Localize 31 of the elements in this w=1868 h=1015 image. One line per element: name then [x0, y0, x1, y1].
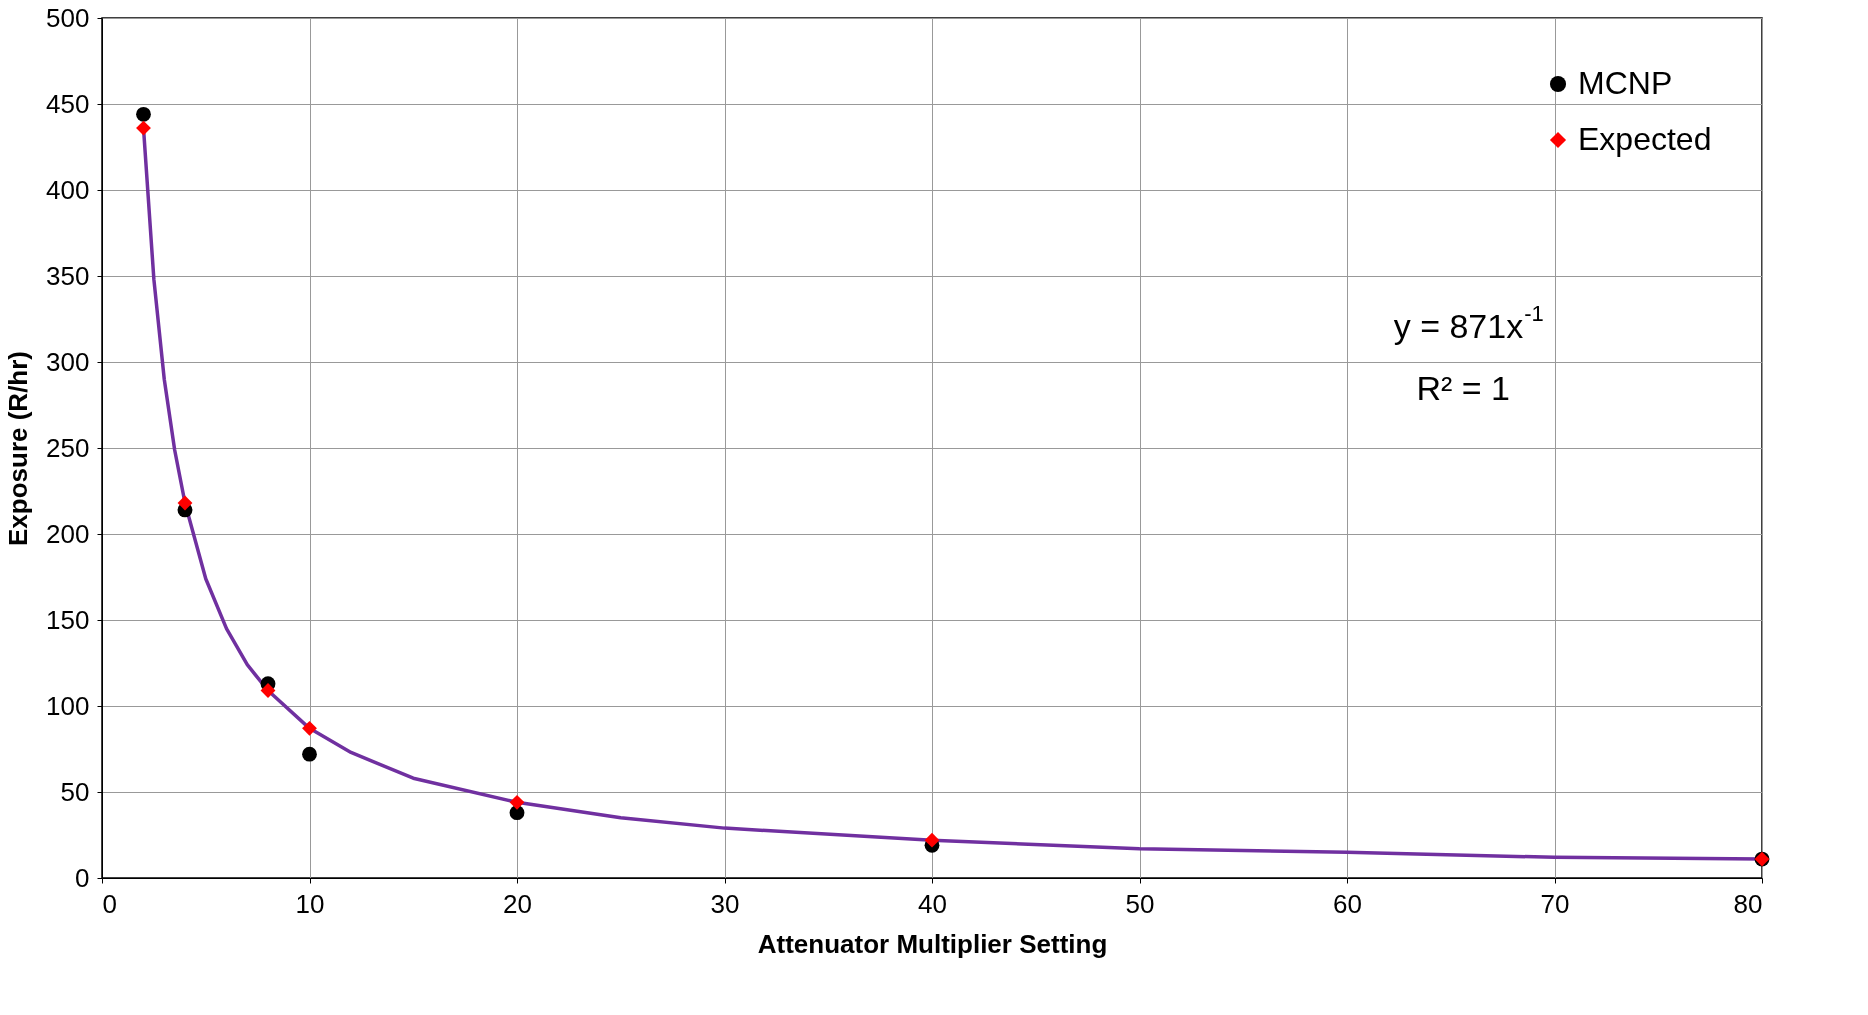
y-tick-label: 0 — [75, 862, 90, 893]
x-tick-label: 40 — [918, 888, 947, 919]
x-tick-label: 70 — [1540, 888, 1570, 919]
y-axis-title: Exposure (R/hr) — [3, 350, 34, 547]
legend-label: Expected — [1578, 121, 1712, 157]
annotation: R² = 1 — [1416, 368, 1510, 407]
y-tick-label: 500 — [46, 2, 90, 33]
y-tick-label: 200 — [46, 518, 90, 549]
point — [302, 746, 317, 762]
point — [924, 832, 940, 848]
x-tick-label: 0 — [102, 888, 117, 919]
x-tick-label: 10 — [295, 888, 325, 919]
point — [302, 720, 317, 736]
point — [177, 495, 193, 511]
x-tick-label: 80 — [1733, 888, 1763, 919]
y-tick-label: 300 — [46, 346, 90, 377]
x-axis-title: Attenuator Multiplier Setting — [757, 928, 1108, 959]
x-tick-label: 60 — [1333, 888, 1362, 919]
y-tick-label: 150 — [46, 604, 90, 635]
point — [136, 106, 151, 122]
y-tick-label: 400 — [46, 174, 90, 205]
y-tick-label: 350 — [46, 260, 90, 291]
y-tick-label: 250 — [46, 432, 90, 463]
x-tick-label: 50 — [1125, 888, 1155, 919]
x-tick-label: 30 — [710, 888, 740, 919]
y-tick-label: 50 — [60, 776, 90, 807]
point — [509, 794, 525, 810]
y-tick-label: 100 — [46, 690, 90, 721]
y-tick-label: 450 — [46, 88, 90, 119]
x-tick-label: 20 — [503, 888, 532, 919]
legend-label: MCNP — [1578, 65, 1673, 101]
